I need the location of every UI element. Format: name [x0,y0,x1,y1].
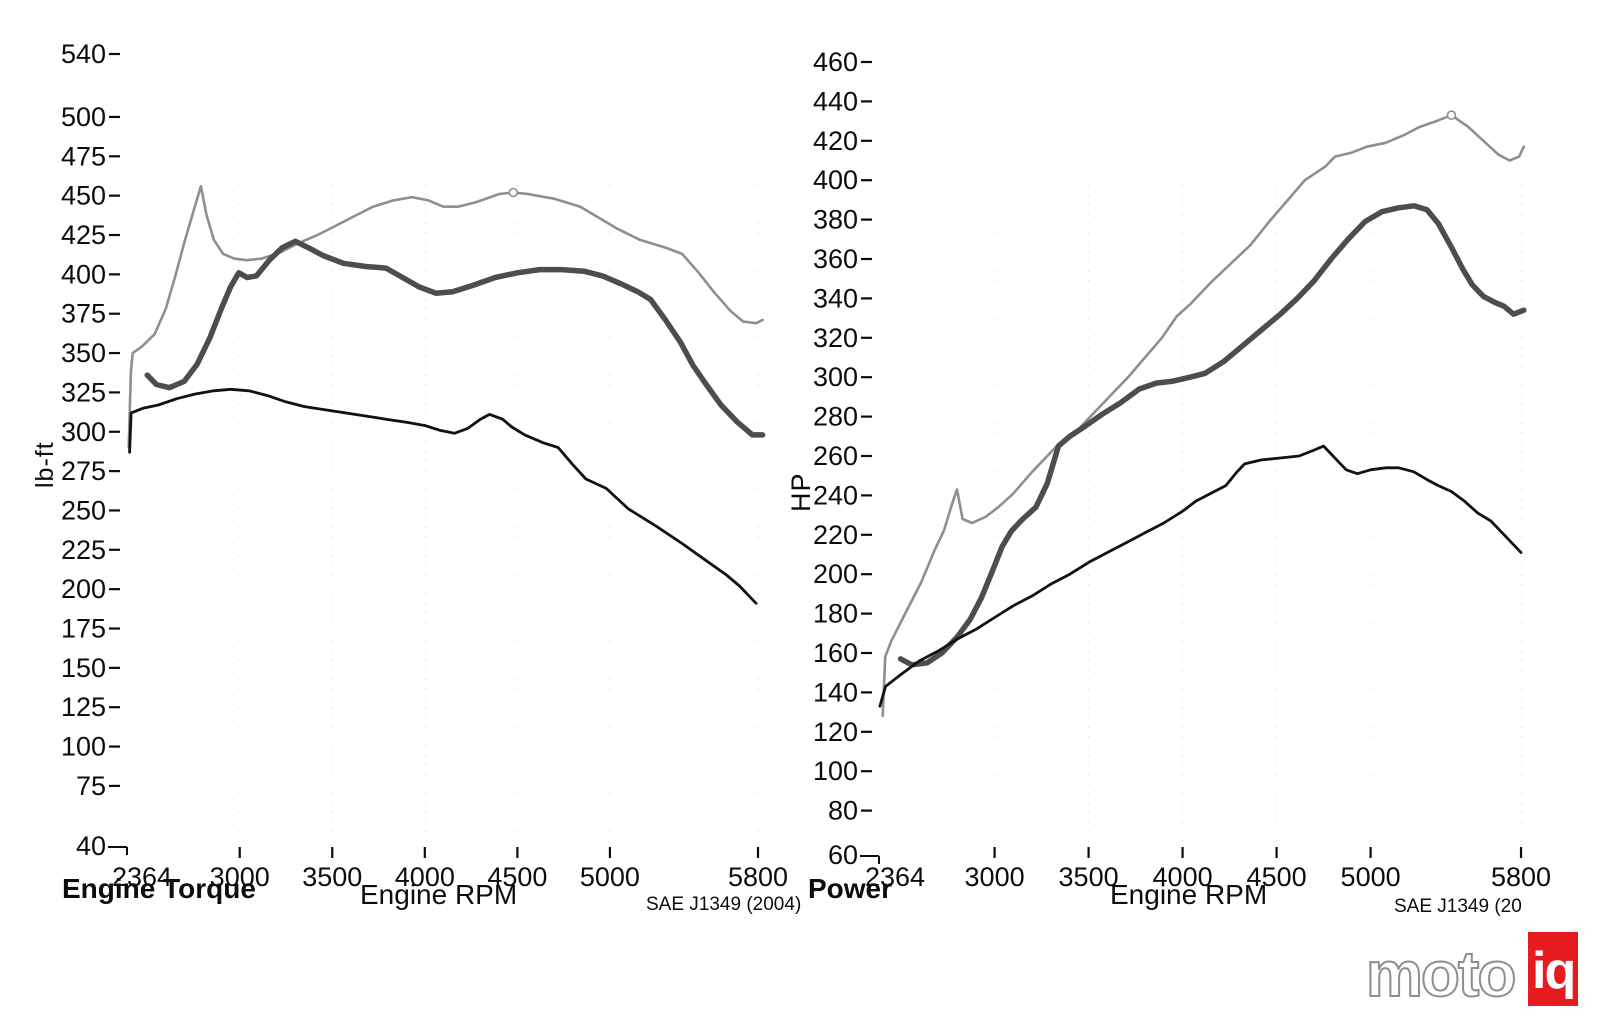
y-tick-label: 425 [61,220,106,250]
y-tick-label: 475 [61,141,106,171]
power-xaxis-label: Engine RPM [1110,879,1268,910]
x-tick-label: 5800 [728,862,788,892]
y-tick-label: 260 [813,441,858,471]
torque-run-black [128,387,758,605]
x-axis-start-label: 2364 [112,862,172,892]
x-tick-label: 5000 [580,862,640,892]
y-tick-label: 400 [61,259,106,289]
x-tick-label: 4000 [395,862,455,892]
y-tick-label: 100 [61,732,106,762]
x-tick-label: 3000 [965,862,1025,892]
torque-run-light-gray-peak-marker [508,187,519,198]
y-tick-label: 100 [813,756,858,786]
y-tick-label: 420 [813,126,858,156]
y-tick-label: 80 [828,796,858,826]
y-tick-label: 200 [813,559,858,589]
y-tick-label: 350 [61,338,106,368]
torque-run-light-gray [127,184,764,449]
x-tick-label: 4000 [1153,862,1213,892]
y-tick-label: 150 [61,653,106,683]
torque-sae-note: SAE J1349 (2004) [646,894,802,915]
logo-red-square [1528,932,1578,1006]
x-tick-label: 3500 [1059,862,1119,892]
y-tick-label: 250 [61,495,106,525]
x-tick-label: 5800 [1491,862,1551,892]
power-run-dark-gray-thick [897,203,1527,668]
y-tick-label: 320 [813,323,858,353]
logo-iq-text: iq [1532,942,1574,1000]
x-tick-label: 4500 [487,862,547,892]
torque-xaxis-label: Engine RPM [360,879,518,910]
y-tick-label: 160 [813,638,858,668]
x-tick-label: 3500 [302,862,362,892]
y-tick-label: 75 [76,771,106,801]
y-tick-label: 275 [61,456,106,486]
y-tick-label: 140 [813,677,858,707]
power-run-light-gray-peak-marker [1446,110,1457,120]
power-yaxis-label: HP [786,472,816,512]
x-axis-start-label: 2364 [865,862,925,892]
y-tick-label: 340 [813,283,858,313]
power-run-black [878,444,1523,708]
torque-chart-title: Engine Torque [62,873,256,904]
y-tick-label: 180 [813,599,858,629]
y-tick-label: 380 [813,205,858,235]
y-tick-label: 120 [813,717,858,747]
y-tick-label: 240 [813,480,858,510]
y-tick-label: 450 [61,181,106,211]
y-tick-label: 220 [813,520,858,550]
torque-run-dark-gray-thick [144,238,766,438]
y-tick-label: 400 [813,165,858,195]
y-tick-label: 375 [61,299,106,329]
y-tick-label: 40 [76,831,106,861]
y-tick-label: 300 [813,362,858,392]
y-tick-label: 300 [61,417,106,447]
power-run-light-gray [881,113,1526,718]
motoiq-logo: moto iq [1365,932,1578,1011]
torque-yaxis-label: lb-ft [31,441,59,488]
power-sae-note: SAE J1349 (20 [1394,896,1522,917]
y-tick-label: 460 [813,47,858,77]
y-tick-label: 280 [813,402,858,432]
logo-moto-text: moto [1366,938,1514,1010]
y-tick-label: 225 [61,535,106,565]
y-tick-label: 540 [61,39,106,69]
x-tick-label: 3000 [210,862,270,892]
y-tick-label: 440 [813,86,858,116]
power-chart-title: Power [808,873,893,904]
y-tick-label: 175 [61,614,106,644]
x-tick-label: 5000 [1341,862,1401,892]
y-tick-label: 200 [61,574,106,604]
y-tick-label: 125 [61,692,106,722]
x-tick-label: 4500 [1247,862,1307,892]
y-tick-label: 325 [61,377,106,407]
y-tick-label: 360 [813,244,858,274]
y-tick-label: 60 [828,840,858,870]
y-tick-label: 500 [61,102,106,132]
